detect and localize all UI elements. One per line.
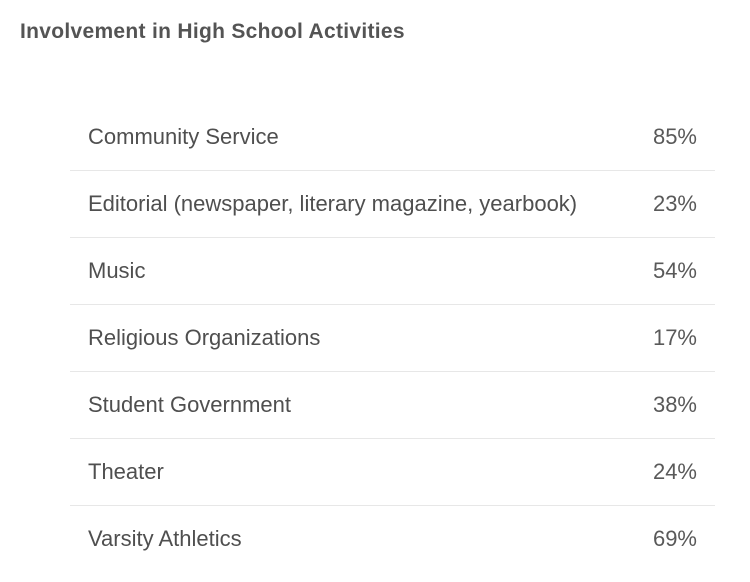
activity-value: 69% — [653, 526, 697, 552]
activity-label: Editorial (newspaper, literary magazine,… — [88, 191, 577, 217]
activity-label: Religious Organizations — [88, 325, 320, 351]
activity-label: Varsity Athletics — [88, 526, 242, 552]
table-row: Religious Organizations 17% — [70, 305, 715, 372]
activity-value: 38% — [653, 392, 697, 418]
activity-label: Student Government — [88, 392, 291, 418]
table-row: Editorial (newspaper, literary magazine,… — [70, 171, 715, 238]
activity-value: 23% — [653, 191, 697, 217]
table-row: Community Service 85% — [70, 104, 715, 171]
activity-value: 85% — [653, 124, 697, 150]
activity-value: 54% — [653, 258, 697, 284]
table-row: Varsity Athletics 69% — [70, 506, 715, 572]
table-row: Theater 24% — [70, 439, 715, 506]
activity-label: Theater — [88, 459, 164, 485]
activity-label: Community Service — [88, 124, 279, 150]
activity-label: Music — [88, 258, 145, 284]
page-title: Involvement in High School Activities — [20, 20, 730, 44]
activities-table: Community Service 85% Editorial (newspap… — [20, 104, 730, 572]
table-row: Student Government 38% — [70, 372, 715, 439]
activity-value: 17% — [653, 325, 697, 351]
table-row: Music 54% — [70, 238, 715, 305]
activity-value: 24% — [653, 459, 697, 485]
